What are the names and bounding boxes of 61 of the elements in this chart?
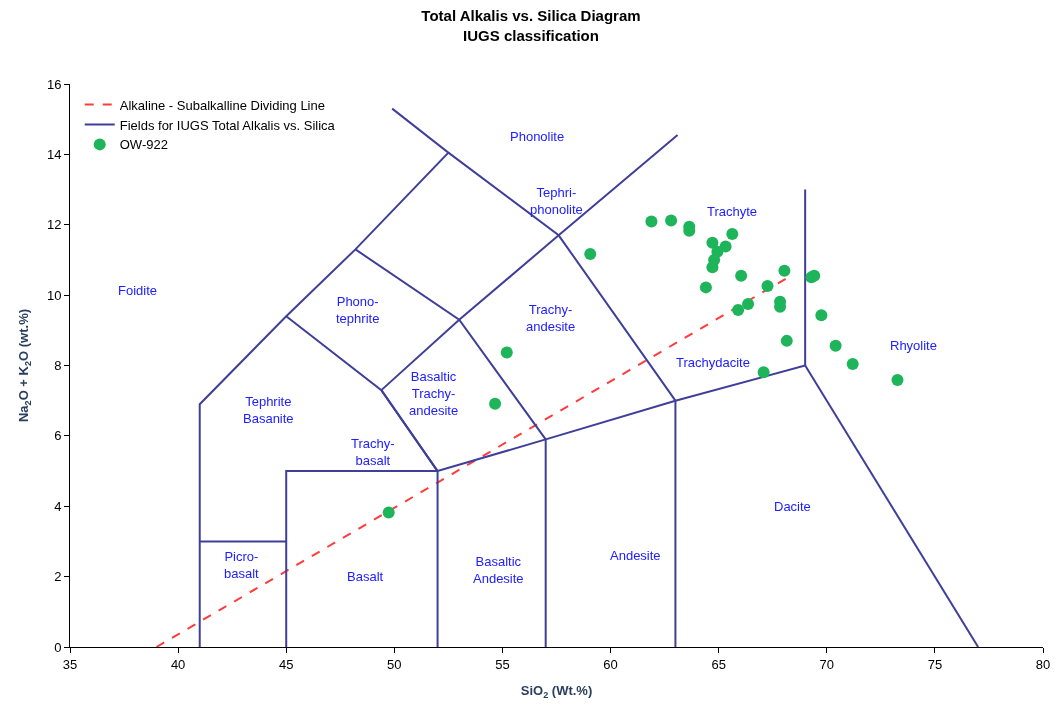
y-tick-label: 12 [46,217,62,233]
y-tick-label: 8 [54,358,62,374]
y-tick-label: 14 [46,146,62,162]
y-tick-label: 6 [54,428,62,444]
legend-label: Fields for IUGS Total Alkalis vs. Silica [119,117,336,133]
y-tick-label: 0 [54,639,62,655]
point [584,247,597,260]
point [778,264,791,277]
annotation: Tephrite Basanite [243,394,294,426]
point [706,261,719,274]
x-tick-label: 50 [387,656,402,672]
annotation: Andesite [610,548,661,563]
point [780,334,793,347]
point [761,279,774,292]
x-tick-label: 65 [711,656,726,672]
annotation: Foidite [118,283,158,298]
point [891,373,904,386]
annotation: Basaltic Trachy- andesite [409,369,459,418]
point [829,339,842,352]
x-tick-label: 75 [927,656,943,672]
point [500,346,513,359]
point [726,227,739,240]
annotation: Picro- basalt [224,549,260,581]
point [815,309,828,322]
x-tick-label: 55 [495,656,510,672]
x-axis-title: SiO$_{2}$ (Wt.%) [520,683,593,700]
point [846,358,859,371]
chart-title: Total Alkalis vs. Silica Diagram IUGS classification [421,7,641,44]
annotation: Rhyolite [890,338,937,353]
y-tick-label: 2 [54,569,62,585]
y-tick-label: 10 [46,287,62,303]
annotation: Phono- tephrite [336,294,380,326]
point [699,281,712,294]
point [665,214,678,227]
point [489,397,502,410]
x-tick-label: 45 [278,656,294,672]
point [706,236,719,249]
annotation: Trachyte [707,204,758,219]
y-tick-label: 4 [54,498,62,514]
x-tick-label: 35 [62,656,78,672]
annotation: Dacite [774,499,811,514]
x-tick-label: 60 [603,656,618,672]
point [735,269,748,282]
annotation: Basalt [347,569,384,584]
legend-label: Alkaline - Subalkalline Dividing Line [119,97,325,113]
x-tick-label: 70 [819,656,835,672]
annotation: Tephri- phonolite [530,185,583,217]
y-tick-label: 16 [46,76,62,92]
annotation: Trachy- basalt [351,436,395,468]
annotation: Phonolite [510,129,565,144]
x-tick-label: 40 [170,656,186,672]
legend-label: OW-922 [119,137,168,153]
annotation: Trachy- andesite [526,302,576,334]
point [757,366,770,379]
point [742,297,755,310]
annotation: Trachydacite [676,355,750,370]
x-tick-label: 80 [1035,656,1051,672]
point [732,303,745,316]
annotation: Basaltic Andesite [473,554,524,586]
point [645,215,658,228]
point [382,506,395,519]
